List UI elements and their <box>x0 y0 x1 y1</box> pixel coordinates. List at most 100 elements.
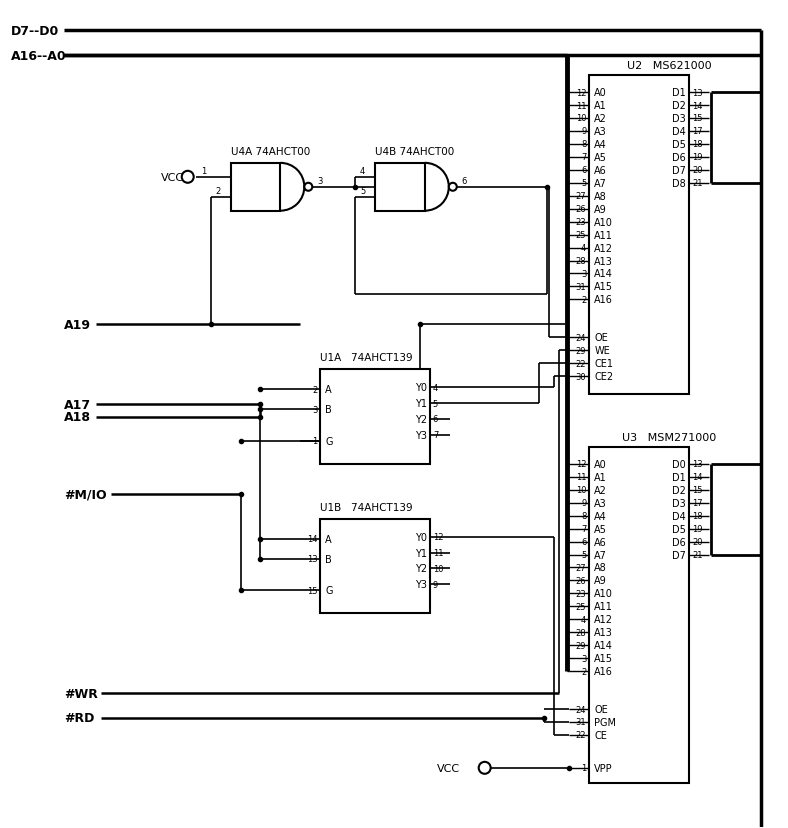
Text: G: G <box>325 436 333 446</box>
Text: 17: 17 <box>692 128 703 137</box>
Text: 27: 27 <box>576 192 586 201</box>
Text: 20: 20 <box>692 537 702 546</box>
Text: A1: A1 <box>594 472 607 482</box>
Text: 8: 8 <box>581 512 586 521</box>
Text: 14: 14 <box>307 534 318 543</box>
Text: 24: 24 <box>576 334 586 342</box>
Text: Y2: Y2 <box>414 564 427 574</box>
Text: D8: D8 <box>672 179 686 189</box>
Text: U3   MSM271000: U3 MSM271000 <box>622 432 716 442</box>
Text: 3: 3 <box>318 177 322 186</box>
Bar <box>320 519 430 614</box>
Text: A15: A15 <box>594 282 613 292</box>
Text: A16--A0: A16--A0 <box>11 50 67 63</box>
Text: A0: A0 <box>594 460 607 469</box>
Text: 11: 11 <box>433 548 444 557</box>
Text: VCC: VCC <box>161 172 184 183</box>
Text: A10: A10 <box>594 218 613 228</box>
Text: 7: 7 <box>433 431 438 440</box>
Text: PGM: PGM <box>594 717 616 727</box>
Text: A3: A3 <box>594 498 607 508</box>
Text: D1: D1 <box>672 88 686 98</box>
Text: CE1: CE1 <box>594 359 613 368</box>
Text: A1: A1 <box>594 101 607 111</box>
Text: 31: 31 <box>576 282 586 291</box>
Text: G: G <box>325 585 333 595</box>
Text: A11: A11 <box>594 602 613 612</box>
Text: 18: 18 <box>692 140 703 149</box>
Text: 15: 15 <box>307 586 318 595</box>
Text: 6: 6 <box>581 537 586 546</box>
Text: 9: 9 <box>581 128 586 137</box>
Text: D1: D1 <box>672 472 686 482</box>
Text: 9: 9 <box>433 580 438 590</box>
Text: B: B <box>325 405 332 415</box>
Text: 23: 23 <box>576 218 586 227</box>
Text: U1A   74AHCT139: U1A 74AHCT139 <box>320 353 413 363</box>
Text: 2: 2 <box>312 385 318 394</box>
Text: A7: A7 <box>594 179 608 189</box>
Text: 21: 21 <box>692 551 702 560</box>
Text: 15: 15 <box>692 114 702 123</box>
Text: 24: 24 <box>576 705 586 714</box>
Text: 4: 4 <box>581 243 586 253</box>
Text: D6: D6 <box>672 152 686 162</box>
Text: 29: 29 <box>576 346 586 355</box>
Text: A13: A13 <box>594 628 613 638</box>
Text: 25: 25 <box>576 602 586 611</box>
Text: A10: A10 <box>594 589 613 599</box>
Text: A6: A6 <box>594 166 607 176</box>
Text: 12: 12 <box>433 532 444 542</box>
Text: 10: 10 <box>576 486 586 494</box>
Text: 26: 26 <box>576 576 586 585</box>
Text: D4: D4 <box>672 127 686 137</box>
Text: U2   MS621000: U2 MS621000 <box>626 61 712 71</box>
Text: A16: A16 <box>594 295 613 305</box>
Bar <box>375 164 425 211</box>
Text: 3: 3 <box>581 270 586 279</box>
Text: 18: 18 <box>692 512 703 521</box>
Text: D3: D3 <box>672 498 686 508</box>
Text: 5: 5 <box>360 187 366 196</box>
Text: 9: 9 <box>581 498 586 508</box>
Bar <box>589 76 689 395</box>
Text: #RD: #RD <box>64 711 95 724</box>
Text: D2: D2 <box>672 485 686 495</box>
Text: 19: 19 <box>692 524 702 533</box>
Text: Y0: Y0 <box>415 532 427 542</box>
Text: 13: 13 <box>307 554 318 563</box>
Text: D7--D0: D7--D0 <box>11 25 60 38</box>
Text: 21: 21 <box>692 179 702 188</box>
Text: Y1: Y1 <box>415 398 427 408</box>
Text: 13: 13 <box>692 460 703 469</box>
Text: 8: 8 <box>581 140 586 149</box>
Circle shape <box>449 184 457 191</box>
Text: 1: 1 <box>581 763 586 773</box>
Text: D0: D0 <box>672 460 686 469</box>
Text: A9: A9 <box>594 575 607 585</box>
Text: 5: 5 <box>581 179 586 188</box>
Bar <box>231 164 281 211</box>
Text: A17: A17 <box>64 398 91 411</box>
Text: 17: 17 <box>692 498 703 508</box>
Text: A19: A19 <box>64 319 91 331</box>
Text: CE: CE <box>594 730 608 740</box>
Text: A2: A2 <box>594 485 608 495</box>
Text: A12: A12 <box>594 614 613 624</box>
Circle shape <box>304 184 312 191</box>
Text: Y3: Y3 <box>415 580 427 590</box>
Text: A11: A11 <box>594 230 613 240</box>
Text: U1B   74AHCT139: U1B 74AHCT139 <box>320 502 413 512</box>
Text: 26: 26 <box>576 205 586 214</box>
Text: A16: A16 <box>594 667 613 676</box>
Text: A9: A9 <box>594 205 607 214</box>
Text: 3: 3 <box>581 654 586 663</box>
Text: 7: 7 <box>581 524 586 533</box>
Text: U4A 74AHCT00: U4A 74AHCT00 <box>231 147 310 156</box>
Text: 13: 13 <box>692 89 703 98</box>
Text: 11: 11 <box>576 101 586 110</box>
Circle shape <box>478 762 491 774</box>
Text: A8: A8 <box>594 191 607 201</box>
Text: 19: 19 <box>692 153 702 162</box>
Text: 15: 15 <box>692 486 702 494</box>
